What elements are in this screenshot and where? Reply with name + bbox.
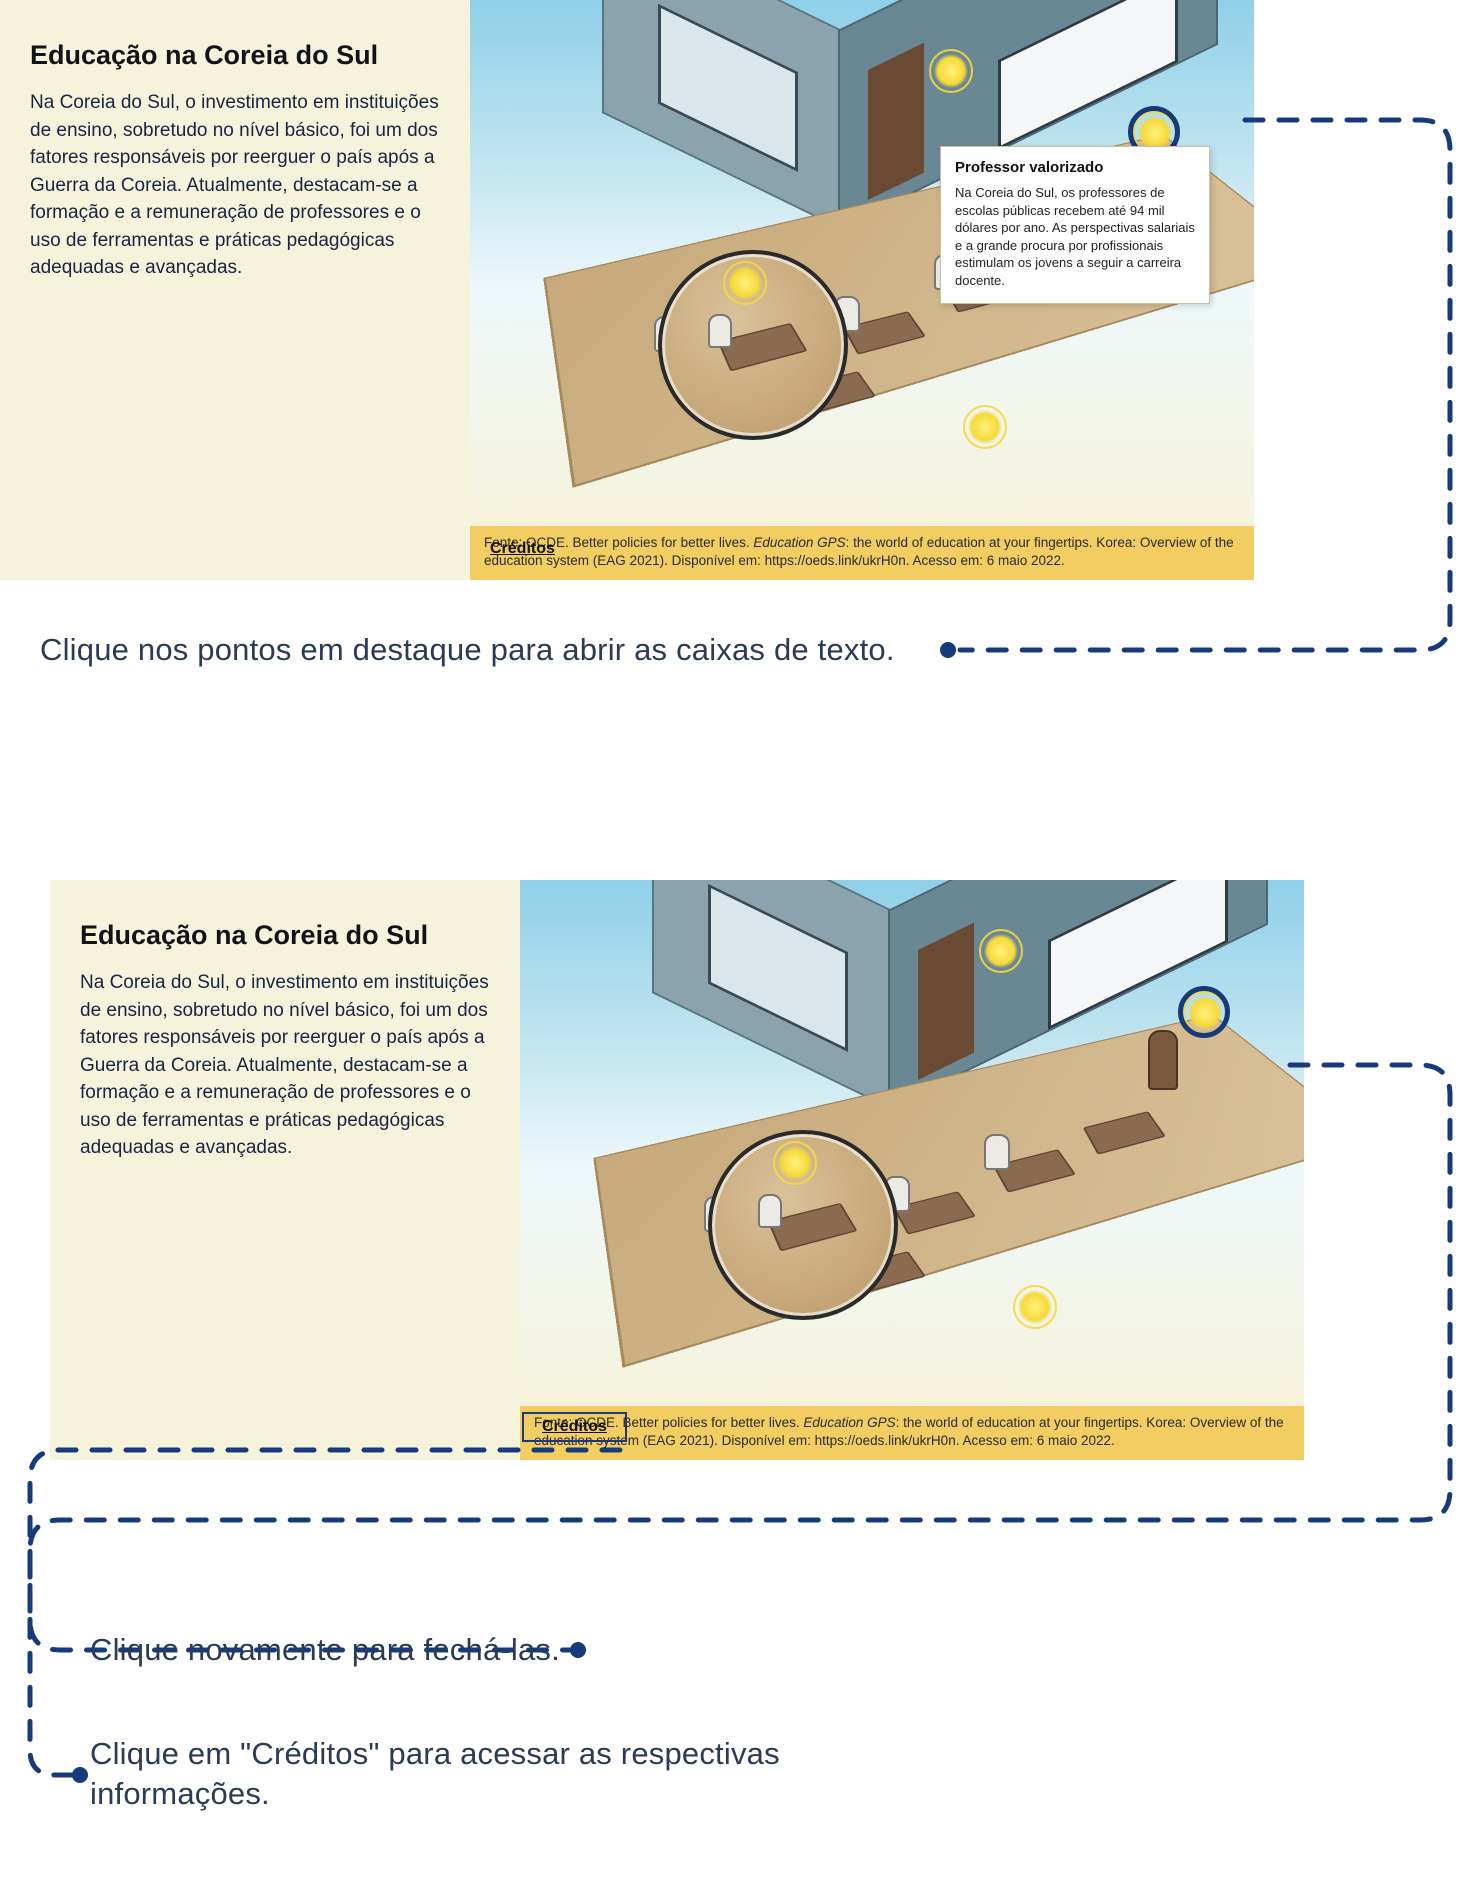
- source-caption: Fonte: OCDE. Better policies for better …: [470, 526, 1254, 580]
- desk: [1083, 1111, 1166, 1155]
- student: [834, 1236, 860, 1272]
- credits-link[interactable]: Créditos: [472, 536, 573, 562]
- desk: [993, 1149, 1076, 1193]
- desk: [663, 331, 746, 375]
- magnifier-desk: [717, 323, 807, 372]
- student: [784, 356, 810, 392]
- room-bookshelf: [868, 43, 924, 200]
- panel-graphic-column: Professor valorizado Na Coreia do Sul, o…: [470, 0, 1254, 580]
- infographic-panel-closed: Educação na Coreia do Sul Na Coreia do S…: [50, 880, 1304, 1460]
- classroom-illustration: Professor valorizado Na Coreia do Sul, o…: [470, 0, 1254, 526]
- credits-link-wrap: Créditos: [522, 1412, 627, 1442]
- magnifier-student: [708, 314, 732, 348]
- instruction-open-text: Clique nos pontos em destaque para abrir…: [40, 632, 895, 667]
- panel-text-column: Educação na Coreia do Sul Na Coreia do S…: [0, 0, 470, 580]
- desk: [793, 371, 876, 415]
- hotspot-teacher[interactable]: [1188, 996, 1222, 1030]
- magnifier-student: [758, 1194, 782, 1228]
- panel-text-column: Educação na Coreia do Sul Na Coreia do S…: [50, 880, 520, 1460]
- popup-body: Na Coreia do Sul, os professores de esco…: [955, 184, 1195, 289]
- student: [704, 1196, 730, 1232]
- credits-link[interactable]: Créditos: [522, 1412, 627, 1442]
- room-window: [658, 4, 798, 172]
- instruction-credits: Clique em "Créditos" para acessar as res…: [90, 1734, 910, 1815]
- desk: [843, 1251, 926, 1295]
- magnifier-desk: [767, 1203, 857, 1252]
- hotspot-board[interactable]: [934, 54, 968, 88]
- room-window: [708, 884, 848, 1052]
- panel-graphic-column: Fonte: OCDE. Better policies for better …: [520, 880, 1304, 1460]
- panel-title: Educação na Coreia do Sul: [30, 40, 446, 71]
- credits-link-wrap: Créditos: [472, 536, 573, 562]
- desk: [843, 311, 926, 355]
- hotspot-student[interactable]: [1018, 1290, 1052, 1324]
- caption-italic: Education GPS: [803, 1415, 895, 1430]
- instruction-close: Clique novamente para fechá-las.: [90, 1632, 560, 1668]
- infographic-panel-open: Educação na Coreia do Sul Na Coreia do S…: [0, 0, 1254, 580]
- hotspot-student[interactable]: [968, 410, 1002, 444]
- panel-title: Educação na Coreia do Sul: [80, 920, 496, 951]
- source-caption: Fonte: OCDE. Better policies for better …: [520, 1406, 1304, 1460]
- hotspot-laptop[interactable]: [778, 1146, 812, 1180]
- hotspot-popup: Professor valorizado Na Coreia do Sul, o…: [940, 146, 1210, 304]
- instruction-open: Clique nos pontos em destaque para abrir…: [40, 632, 895, 668]
- caption-italic: Education GPS: [753, 535, 845, 550]
- instruction-credits-text: Clique em "Créditos" para acessar as res…: [90, 1736, 780, 1811]
- student: [884, 1176, 910, 1212]
- isometric-room: [588, 910, 1268, 1330]
- student: [984, 1134, 1010, 1170]
- student: [834, 296, 860, 332]
- room-floor: [593, 1014, 1304, 1368]
- classroom-illustration: [520, 880, 1304, 1406]
- desk: [893, 1191, 976, 1235]
- panel-body: Na Coreia do Sul, o investimento em inst…: [80, 969, 496, 1162]
- room-side-wall: [652, 880, 892, 1110]
- hotspot-teacher[interactable]: [1138, 116, 1172, 150]
- student: [654, 316, 680, 352]
- popup-title: Professor valorizado: [955, 159, 1195, 176]
- room-side-wall: [602, 0, 842, 230]
- room-bookshelf: [918, 923, 974, 1080]
- desk: [713, 1211, 796, 1255]
- hotspot-laptop[interactable]: [728, 266, 762, 300]
- hotspot-board[interactable]: [984, 934, 1018, 968]
- panel-body: Na Coreia do Sul, o investimento em inst…: [30, 89, 446, 282]
- teacher-figure: [1148, 1030, 1178, 1090]
- instruction-close-text: Clique novamente para fechá-las.: [90, 1632, 560, 1667]
